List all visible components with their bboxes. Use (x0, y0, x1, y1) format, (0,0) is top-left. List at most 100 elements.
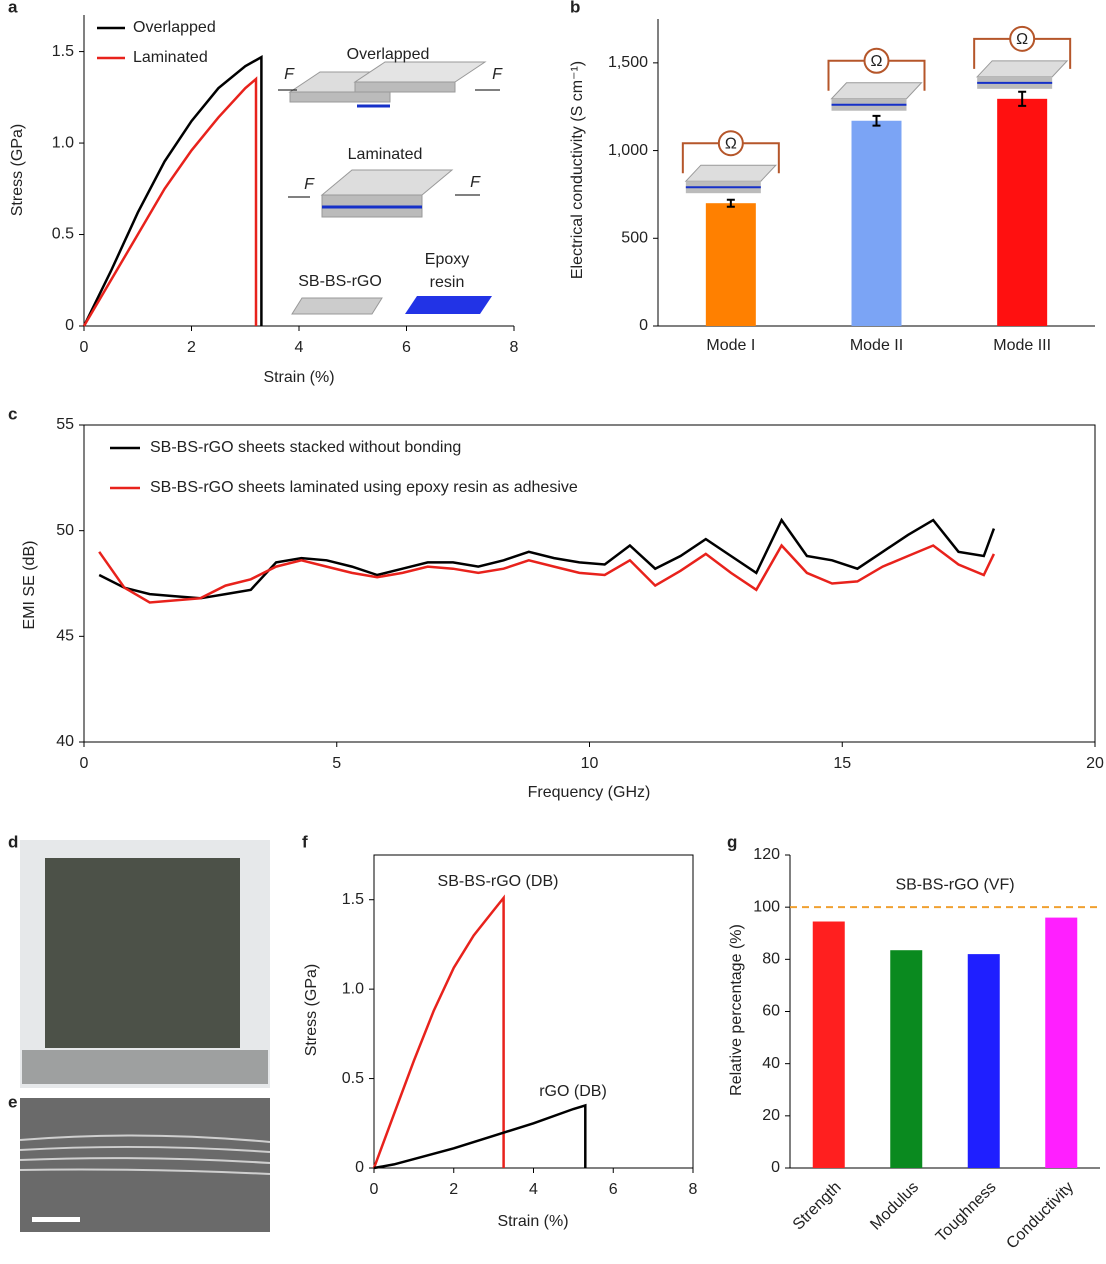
panel-label: d (8, 832, 18, 851)
y-tick-label: 1,000 (608, 142, 648, 159)
y-tick-label: 100 (753, 898, 780, 915)
x-tick-label: 4 (295, 339, 304, 356)
y-tick-label: 1,500 (608, 54, 648, 71)
y-axis-label: Electrical conductivity (S cm⁻¹) (569, 61, 586, 279)
y-tick-label: 80 (762, 951, 780, 968)
sem-layers (19, 1134, 271, 1175)
annotation: SB-BS-rGO (298, 273, 382, 290)
y-tick-label: 120 (753, 846, 780, 863)
y-tick-label: 1.0 (342, 980, 364, 997)
y-axis-label: Stress (GPa) (303, 964, 320, 1056)
photo-sem (20, 1098, 270, 1232)
panel-label: f (302, 832, 308, 851)
x-tick-label: Mode III (993, 337, 1051, 354)
data-line (82, 76, 258, 327)
annotation: Epoxy (425, 251, 469, 268)
y-tick-label: 0 (65, 317, 74, 334)
bar (1045, 917, 1078, 1168)
legend-label: SB-BS-rGO sheets stacked without bonding (150, 439, 461, 456)
plot-frame (373, 854, 694, 1169)
bar (851, 120, 902, 327)
y-tick-label: 1.5 (52, 43, 74, 60)
y-tick-label: 55 (56, 416, 74, 433)
annotation: F (284, 66, 295, 83)
inset-plate (684, 164, 777, 182)
x-axis-label: Strain (%) (263, 369, 334, 386)
diagram-overlapped (278, 61, 500, 108)
photo-ruler (22, 1050, 268, 1084)
series-label: SB-BS-rGO (DB) (438, 873, 559, 890)
inset-plate (976, 60, 1069, 78)
diagram-laminated (288, 169, 480, 218)
scale-bar (32, 1217, 80, 1222)
bar (705, 203, 756, 326)
data-line (98, 517, 996, 600)
bar (997, 98, 1048, 326)
legend-label: Laminated (133, 49, 208, 66)
error-bar (872, 114, 881, 127)
x-tick-label: Toughness (933, 1179, 1000, 1246)
x-tick-label: 0 (370, 1181, 379, 1198)
inset-plate (830, 82, 923, 100)
x-tick-label: Strength (790, 1179, 845, 1234)
x-tick-label: Conductivity (1003, 1179, 1077, 1253)
y-tick-label: 0 (355, 1159, 364, 1176)
panel-label: a (8, 0, 18, 16)
data-line (372, 894, 505, 1169)
y-tick-label: 40 (56, 733, 74, 750)
annotation: F (304, 176, 315, 193)
x-tick-label: Mode II (850, 337, 903, 354)
x-tick-label: Modulus (867, 1179, 922, 1234)
annotation: Laminated (348, 146, 423, 163)
y-axis-label: EMI SE (dB) (21, 541, 38, 630)
ohm-circle (717, 130, 744, 157)
x-tick-label: 20 (1086, 755, 1104, 772)
x-axis-label: Frequency (GHz) (528, 784, 651, 801)
y-tick-label: 0.5 (342, 1070, 364, 1087)
y-tick-label: 500 (621, 230, 648, 247)
x-tick-label: 10 (581, 755, 599, 772)
data-line (82, 54, 263, 327)
ohm-circle (1009, 25, 1036, 52)
y-tick-label: 45 (56, 628, 74, 645)
data-line (373, 1103, 587, 1170)
x-tick-label: 0 (80, 755, 89, 772)
x-tick-label: 4 (529, 1181, 538, 1198)
series-label: rGO (DB) (539, 1083, 607, 1100)
x-tick-label: 15 (833, 755, 851, 772)
error-bar (726, 198, 735, 208)
x-tick-label: 6 (609, 1181, 618, 1198)
ohm-circle (863, 47, 890, 74)
x-tick-label: 2 (449, 1181, 458, 1198)
y-axis-label: Relative percentage (%) (728, 924, 745, 1096)
x-tick-label: Mode I (706, 337, 755, 354)
annotation: F (492, 66, 503, 83)
y-tick-label: 0 (639, 317, 648, 334)
photo-sheet-inner (45, 858, 240, 1048)
reference-label: SB-BS-rGO (VF) (895, 876, 1014, 893)
bar (890, 950, 923, 1168)
x-axis-label: Strain (%) (497, 1213, 568, 1230)
x-tick-label: 6 (402, 339, 411, 356)
panel-label: e (8, 1092, 17, 1111)
x-tick-label: 2 (187, 339, 196, 356)
y-tick-label: 1.0 (52, 134, 74, 151)
legend-epoxy (405, 296, 492, 314)
panel-label: b (570, 0, 580, 16)
legend-label: SB-BS-rGO sheets laminated using epoxy r… (150, 479, 578, 496)
y-tick-label: 1.5 (342, 891, 364, 908)
annotation: F (470, 174, 481, 191)
x-tick-label: 8 (510, 339, 519, 356)
y-tick-label: 40 (762, 1055, 780, 1072)
y-tick-label: 60 (762, 1003, 780, 1020)
legend-plate (291, 297, 383, 315)
data-line (98, 543, 996, 604)
ohm-label: Ω (871, 53, 883, 70)
ohm-label: Ω (1016, 31, 1028, 48)
y-tick-label: 0.5 (52, 226, 74, 243)
y-tick-label: 20 (762, 1107, 780, 1124)
panel-label: g (727, 832, 737, 851)
annotation: Overlapped (347, 46, 430, 63)
y-tick-label: 50 (56, 522, 74, 539)
